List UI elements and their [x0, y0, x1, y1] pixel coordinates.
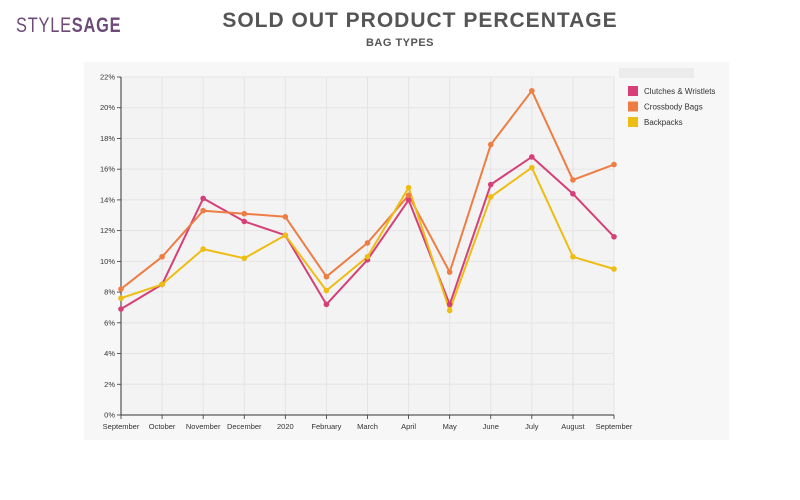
x-tick-label: March	[357, 422, 378, 431]
legend-label: Clutches & Wristlets	[644, 87, 715, 96]
data-point	[611, 233, 617, 240]
data-point	[364, 253, 371, 260]
data-point	[446, 269, 453, 275]
data-point	[241, 255, 248, 262]
legend-label: Crossbody Bags	[644, 103, 703, 112]
logo-sage-text: SAGE	[71, 14, 122, 37]
y-tick-label: 10%	[100, 257, 115, 266]
y-tick-label: 6%	[104, 318, 115, 327]
x-tick-label: June	[483, 422, 499, 431]
data-point	[159, 281, 165, 288]
data-point	[118, 306, 124, 312]
data-point	[405, 184, 412, 191]
x-tick-label: 2020	[277, 422, 294, 431]
x-tick-label: September	[103, 422, 140, 431]
legend-header	[619, 68, 694, 78]
y-tick-label: 12%	[100, 226, 115, 235]
data-point	[200, 207, 206, 214]
data-point	[323, 287, 330, 294]
y-tick-label: 16%	[100, 165, 115, 174]
data-point	[200, 195, 206, 202]
data-point	[487, 194, 494, 200]
chart-panel: 0% 2% 4% 6% 8% 10% 12% 14% 16% 18% 20% 22% September…	[84, 62, 729, 440]
data-point	[487, 181, 494, 188]
logo-style-text: STYLE	[16, 14, 72, 37]
data-point	[611, 266, 617, 272]
data-point	[529, 154, 535, 160]
y-tick-label: 4%	[104, 349, 115, 358]
data-point	[570, 253, 576, 260]
data-point	[529, 88, 535, 94]
data-point	[323, 273, 330, 280]
y-tick-label: 0%	[104, 411, 115, 420]
y-tick-label: 8%	[104, 288, 115, 297]
y-tick-label: 14%	[100, 195, 115, 204]
data-point	[200, 246, 206, 252]
legend-label: Backpacks	[644, 118, 683, 127]
data-point	[118, 286, 124, 292]
chart-subtitle: BAG TYPES	[365, 37, 435, 49]
data-point	[405, 197, 412, 203]
data-point	[405, 192, 412, 199]
y-tick-label: 18%	[100, 134, 115, 143]
data-point	[570, 177, 576, 183]
x-tick-label: November	[186, 422, 221, 431]
y-tick-label: 22%	[100, 73, 115, 82]
data-point	[446, 307, 453, 314]
data-point	[241, 218, 248, 225]
x-tick-label: July	[525, 422, 539, 431]
data-point	[446, 301, 453, 308]
chart-title: SOLD OUT PRODUCT PERCENTAGE	[222, 9, 618, 32]
x-tick-label: December	[227, 422, 262, 431]
y-tick-label: 2%	[104, 380, 115, 389]
stylesage-logo: STYLESAGE	[16, 14, 121, 38]
x-tick-label: October	[149, 422, 176, 431]
x-tick-label: September	[596, 422, 633, 431]
legend-swatch	[628, 86, 638, 96]
x-tick-label: April	[401, 422, 416, 431]
data-point	[323, 301, 330, 308]
data-point	[241, 210, 248, 217]
data-point	[570, 190, 576, 197]
x-tick-label: February	[311, 422, 341, 431]
line-chart: 0% 2% 4% 6% 8% 10% 12% 14% 16% 18% 20% 22% September…	[100, 68, 715, 431]
x-tick-label: August	[561, 422, 585, 431]
legend-swatch	[628, 117, 638, 127]
y-tick-label: 20%	[100, 103, 115, 112]
data-point	[529, 164, 535, 171]
data-point	[364, 240, 371, 246]
x-tick-label: May	[443, 422, 457, 431]
legend-swatch	[628, 101, 638, 112]
data-point	[611, 161, 617, 168]
data-point	[118, 295, 124, 302]
data-point	[159, 253, 165, 260]
data-point	[487, 141, 494, 148]
data-point	[282, 232, 289, 239]
data-point	[282, 214, 289, 220]
